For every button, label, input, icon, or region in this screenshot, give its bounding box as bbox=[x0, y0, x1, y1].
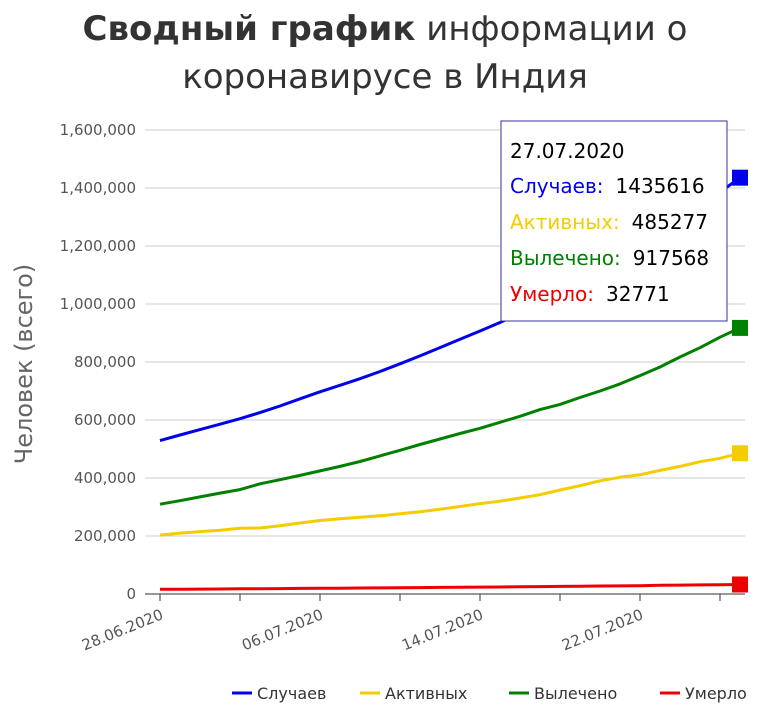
tooltip-box bbox=[500, 120, 728, 322]
chart-title-rest: информации о bbox=[426, 9, 687, 49]
legend: Случаев Активных Вылечено Умерло bbox=[232, 684, 747, 703]
legend-item[interactable]: Умерло bbox=[660, 684, 747, 703]
x-tick-label: 22.07.2020 bbox=[559, 605, 645, 654]
tooltip-row-label: Умерло: bbox=[510, 282, 594, 306]
x-tick-label: 06.07.2020 bbox=[239, 605, 325, 654]
series-last-point bbox=[732, 576, 748, 593]
tooltip-date: 27.07.2020 bbox=[510, 139, 625, 163]
x-tick-label: 28.06.2020 bbox=[79, 605, 165, 654]
y-tick-label: 1,400,000 bbox=[60, 179, 136, 197]
tooltip-row: Случаев: 1435616 bbox=[510, 174, 705, 198]
x-axis: 28.06.2020 06.07.2020 14.07.2020 22.07.2020 bbox=[79, 594, 721, 654]
legend-label: Активных bbox=[385, 684, 467, 703]
tooltip-row-value: 1435616 bbox=[616, 174, 705, 198]
y-tick-label: 200,000 bbox=[74, 527, 136, 545]
series-last-point bbox=[732, 445, 748, 462]
tooltip-row: Активных: 485277 bbox=[510, 210, 708, 234]
series-markers bbox=[732, 169, 748, 593]
tooltip-row: Умерло: 32771 bbox=[510, 282, 670, 306]
chart-title-bold: Сводный график bbox=[83, 9, 416, 49]
tooltip-row-value: 917568 bbox=[633, 246, 709, 270]
y-tick-label: 800,000 bbox=[74, 353, 136, 371]
tooltip-row: Вылечено: 917568 bbox=[510, 246, 709, 270]
chart-title-line2: коронавирусе в Индия bbox=[182, 57, 588, 97]
legend-label: Умерло bbox=[685, 684, 747, 703]
y-tick-label: 1,600,000 bbox=[60, 121, 136, 139]
y-axis-ticks: 0 200,000 400,000 600,000 800,000 1,000,000 1,… bbox=[60, 121, 136, 603]
chart-title-line1: Сводный график информации о bbox=[83, 9, 688, 49]
gridlines bbox=[145, 129, 745, 595]
x-tick-label: 14.07.2020 bbox=[399, 605, 485, 654]
series-line bbox=[159, 451, 741, 537]
legend-label: Случаев bbox=[257, 684, 326, 703]
series-line bbox=[159, 326, 741, 506]
legend-item[interactable]: Вылечено bbox=[509, 684, 617, 703]
y-tick-label: 400,000 bbox=[74, 469, 136, 487]
legend-item[interactable]: Случаев bbox=[232, 684, 326, 703]
tooltip-row-label: Случаев: bbox=[510, 174, 604, 198]
series-last-point bbox=[732, 319, 748, 336]
tooltip-row-label: Активных: bbox=[510, 210, 620, 234]
chart-title: Сводный график информации о коронавирусе… bbox=[83, 9, 688, 97]
series-last-point bbox=[732, 169, 748, 186]
tooltip-row-value: 485277 bbox=[632, 210, 708, 234]
tooltip-row-label: Вылечено: bbox=[510, 246, 621, 270]
tooltip: 27.07.2020 Случаев: 1435616 Активных: 485277… bbox=[500, 120, 728, 322]
legend-item[interactable]: Активных bbox=[360, 684, 467, 703]
y-axis-label: Человек (всего) bbox=[10, 264, 38, 464]
y-tick-label: 0 bbox=[126, 585, 136, 603]
y-tick-label: 1,200,000 bbox=[60, 237, 136, 255]
y-tick-label: 1,000,000 bbox=[60, 295, 136, 313]
series-line bbox=[159, 583, 741, 591]
legend-label: Вылечено bbox=[534, 684, 617, 703]
y-tick-label: 600,000 bbox=[74, 411, 136, 429]
tooltip-row-value: 32771 bbox=[606, 282, 670, 306]
